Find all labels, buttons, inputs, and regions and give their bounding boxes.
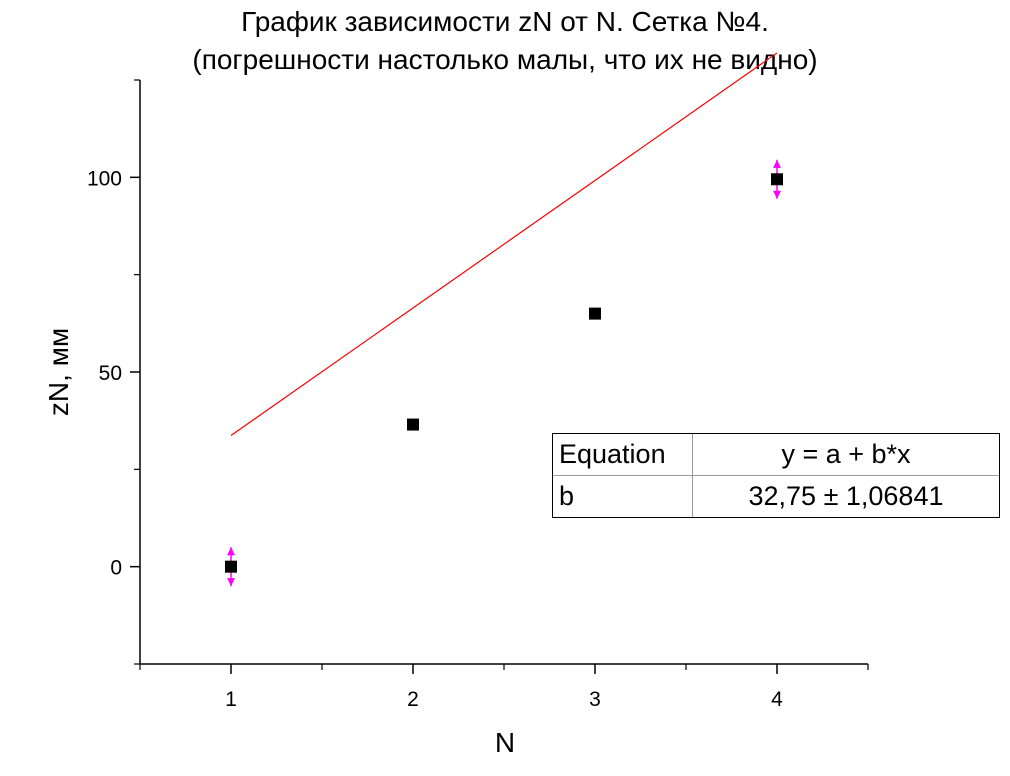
error-cap-bottom-1 (227, 578, 235, 587)
data-point-2 (407, 418, 419, 431)
error-cap-top-4 (773, 159, 781, 168)
y-tick-label-0: 0 (110, 557, 122, 580)
chart-title: График зависимости zN от N. Сетка №4. (241, 6, 769, 37)
results-value-slope: 32,75 ± 1,06841 (692, 475, 1000, 518)
data-point-4 (771, 173, 783, 186)
x-axis-label: N (495, 727, 515, 758)
y-axis-label: zN, мм (43, 328, 74, 416)
results-row-equation: Equation y = a + b*x (552, 433, 1000, 476)
x-tick-label-1: 1 (225, 688, 237, 711)
x-tick-label-4: 4 (771, 688, 783, 711)
fit-results-table: Equation y = a + b*x b 32,75 ± 1,06841 (552, 433, 1000, 518)
fit-line (230, 52, 778, 436)
error-cap-bottom-4 (773, 190, 781, 199)
y-tick-label-100: 100 (87, 167, 122, 190)
data-points (225, 159, 783, 587)
error-cap-top-1 (227, 547, 235, 556)
results-key-slope: b (552, 475, 693, 518)
x-tick-label-3: 3 (589, 688, 601, 711)
chart-axes: 1 2 3 4 0 50 100 (87, 79, 869, 711)
chart-subtitle: (погрешности настолько малы, что их не в… (192, 44, 818, 75)
fit-line-group (230, 52, 778, 436)
data-point-1 (225, 560, 237, 573)
results-key-equation: Equation (552, 433, 693, 476)
x-tick-label-2: 2 (407, 688, 419, 711)
results-row-slope: b 32,75 ± 1,06841 (552, 475, 1000, 518)
y-tick-label-50: 50 (99, 362, 122, 385)
data-point-3 (589, 307, 601, 320)
results-value-equation: y = a + b*x (692, 433, 1000, 476)
